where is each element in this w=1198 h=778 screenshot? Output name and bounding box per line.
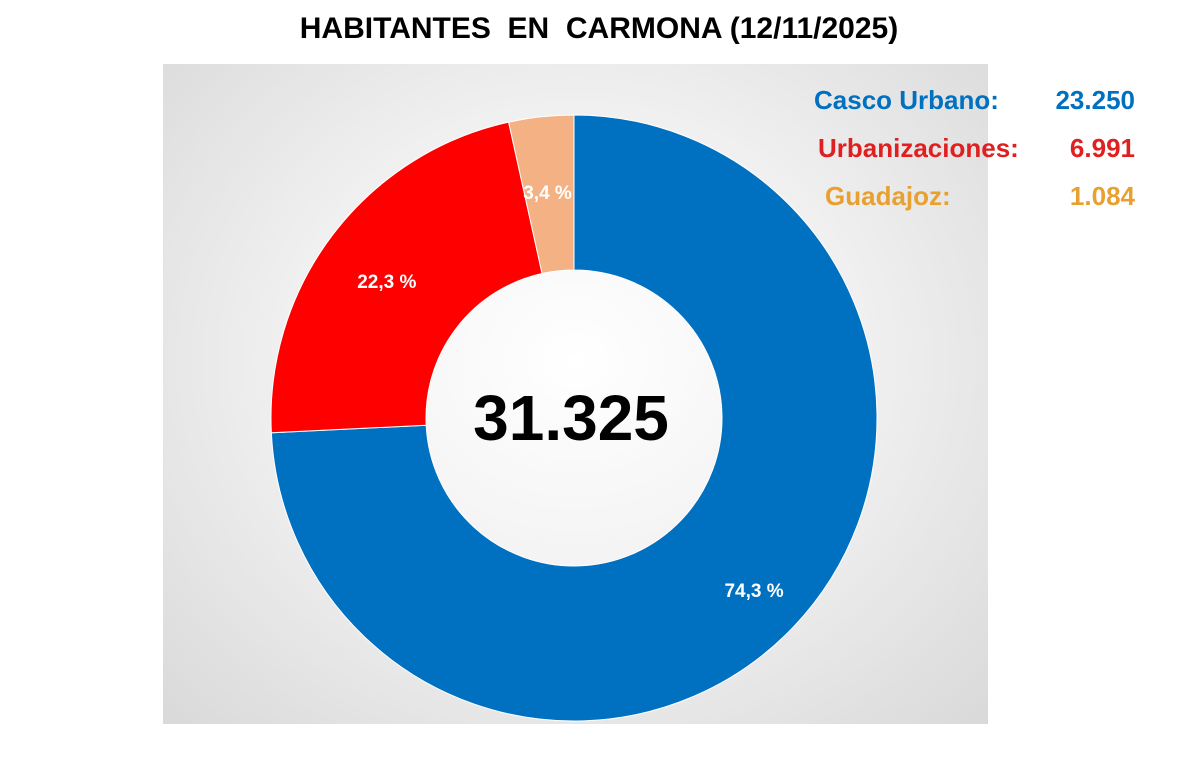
legend-label: Guadajoz: [825,181,951,211]
slice-label-casco-urbano: 74,3 % [724,581,783,602]
donut-slice-casco-urbano [270,114,878,722]
donut-slices [270,114,878,722]
chart-title: HABITANTES EN CARMONA (12/11/2025) [299,12,899,45]
legend-value: 1.084 [1069,181,1135,211]
total-label: 31.325 [473,382,669,454]
slice-label-urbanizaciones: 22,3 % [357,272,416,293]
legend-label: Urbanizaciones: [818,133,1019,163]
legend-value: 6.991 [1069,133,1135,163]
legend-item-urbanizaciones: Urbanizaciones: 6.991 [780,132,1135,180]
donut-slice-urbanizaciones [270,121,543,434]
legend-value: 23.250 [1055,85,1135,115]
donut-slice-guadajoz [508,114,575,275]
legend-label: Casco Urbano: [814,85,999,115]
legend-item-guadajoz: Guadajoz: 1.084 [780,180,1135,228]
slice-label-guadajoz: 3,4 % [523,183,572,204]
slice-labels: 74,3 % 22,3 % 3,4 % [357,183,783,602]
legend-item-casco-urbano: Casco Urbano: 23.250 [780,84,1135,132]
legend: Casco Urbano: 23.250 Urbanizaciones: 6.9… [780,84,1135,228]
